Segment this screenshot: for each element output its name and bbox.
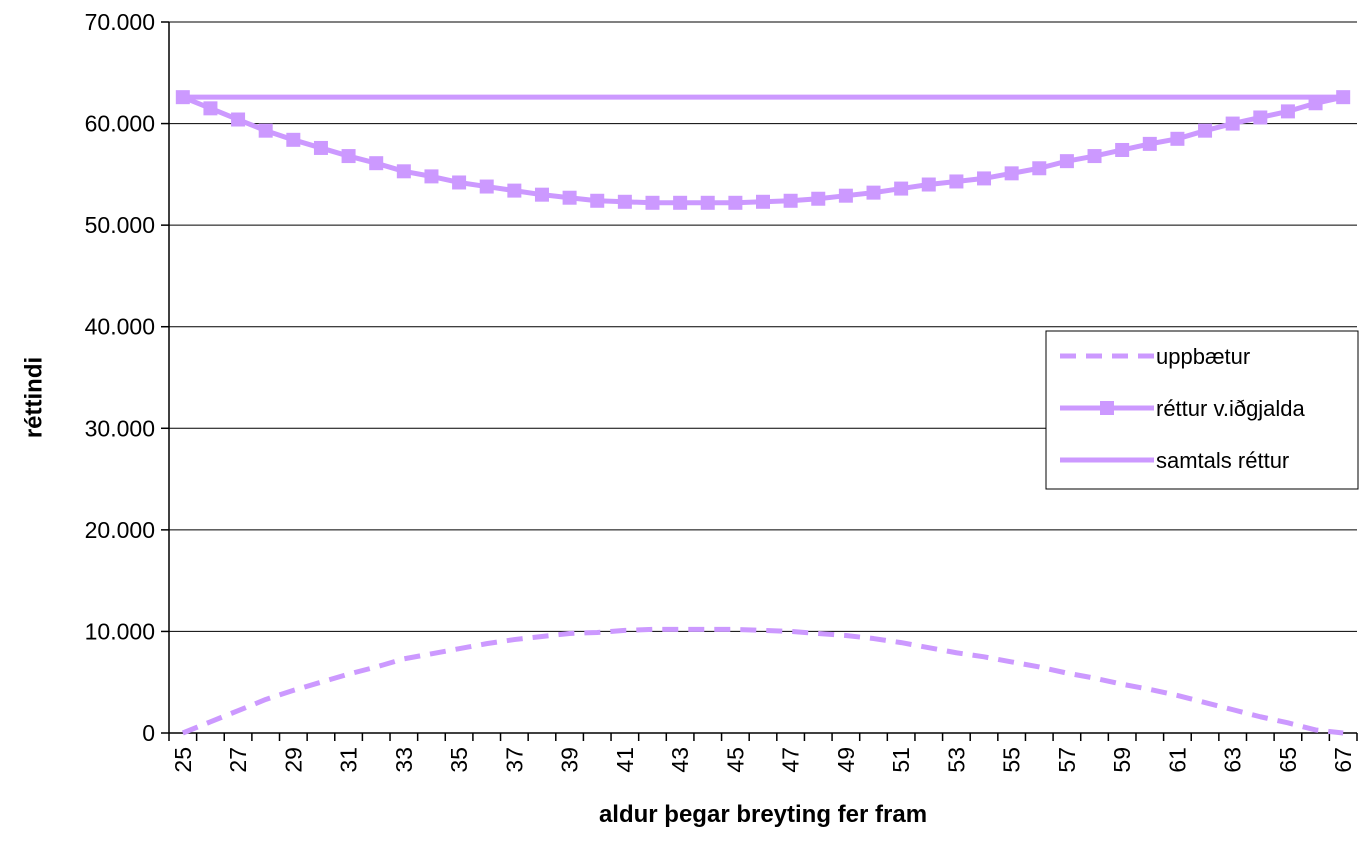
x-tick-label: 45 xyxy=(722,747,748,773)
data-point xyxy=(231,112,246,127)
y-tick-label: 60.000 xyxy=(85,111,155,137)
y-axis-title: réttindi xyxy=(21,357,48,438)
data-point xyxy=(1280,104,1295,119)
x-tick-label: 59 xyxy=(1109,747,1135,773)
data-point xyxy=(894,181,909,196)
x-tick-label: 33 xyxy=(391,747,417,773)
data-point xyxy=(369,156,384,171)
x-tick-label: 43 xyxy=(667,747,693,773)
data-point xyxy=(534,187,549,202)
data-point xyxy=(1087,149,1102,164)
y-tick-label: 40.000 xyxy=(85,314,155,340)
legend-label: réttur v.iðgjalda xyxy=(1156,396,1306,421)
x-tick-label: 29 xyxy=(280,747,306,773)
data-point xyxy=(286,132,301,147)
data-point xyxy=(949,174,964,189)
data-point xyxy=(507,183,522,198)
series-layer xyxy=(175,90,1351,736)
data-point xyxy=(1142,136,1157,151)
data-point xyxy=(1308,96,1323,111)
data-point xyxy=(590,193,605,208)
x-tick-label: 55 xyxy=(999,747,1025,773)
gridlines xyxy=(169,21,1357,632)
x-tick-label: 47 xyxy=(778,747,804,773)
x-tick-label: 51 xyxy=(888,747,914,773)
x-tick-label: 39 xyxy=(557,747,583,773)
x-tick-label: 41 xyxy=(612,747,638,773)
x-axis-title: aldur þegar breyting fer fram xyxy=(599,801,927,828)
y-tick-label: 70.000 xyxy=(85,9,155,35)
legend-item: uppbætur xyxy=(1060,344,1250,369)
data-point xyxy=(396,164,411,179)
data-point xyxy=(921,177,936,192)
x-tick-label: 67 xyxy=(1330,747,1356,773)
data-point xyxy=(977,171,992,186)
data-point xyxy=(1004,166,1019,181)
data-point xyxy=(1225,116,1240,131)
x-tick-label: 27 xyxy=(225,747,251,773)
data-point xyxy=(1336,90,1351,105)
data-point xyxy=(700,195,715,210)
x-tick-label: 37 xyxy=(501,747,527,773)
data-point xyxy=(203,101,218,116)
data-point xyxy=(1032,161,1047,176)
x-tick-label: 35 xyxy=(446,747,472,773)
data-point xyxy=(1115,142,1130,157)
data-point xyxy=(562,190,577,205)
data-point xyxy=(617,194,632,209)
data-point xyxy=(783,193,798,208)
series-line xyxy=(181,94,1344,206)
data-point xyxy=(838,188,853,203)
x-tick-label: 25 xyxy=(170,747,196,773)
y-axis-ticks: 0 10.000 20.000 30.000 40.000 50.000 60.000 70.… xyxy=(85,9,169,746)
data-point xyxy=(673,195,688,210)
y-tick-label: 30.000 xyxy=(85,415,155,441)
y-tick-label: 50.000 xyxy=(85,212,155,238)
y-tick-label: 10.000 xyxy=(85,618,155,644)
x-tick-label: 65 xyxy=(1275,747,1301,773)
series-0 xyxy=(181,626,1344,736)
legend: uppbætur réttur v.iðgjalda samtals réttur xyxy=(1045,330,1359,490)
data-point xyxy=(452,175,467,190)
data-point xyxy=(728,195,743,210)
x-tick-label: 57 xyxy=(1054,747,1080,773)
data-point xyxy=(424,169,439,184)
data-point xyxy=(479,179,494,194)
y-tick-label: 0 xyxy=(142,720,155,746)
data-point xyxy=(175,90,190,105)
x-axis-ticks: 25 27 29 31 33 35 37 39 41 43 45 47 49 51 53 55 57 59 61 63… xyxy=(168,733,1358,773)
legend-label: uppbætur xyxy=(1156,344,1250,369)
y-tick-label: 20.000 xyxy=(85,517,155,543)
data-point xyxy=(258,123,273,138)
legend-marker xyxy=(1100,401,1114,415)
x-tick-label: 31 xyxy=(336,747,362,773)
data-point xyxy=(1059,154,1074,169)
data-point xyxy=(341,149,356,164)
x-tick-label: 61 xyxy=(1164,747,1190,773)
data-point xyxy=(1253,110,1268,125)
series-1 xyxy=(175,90,1351,210)
data-point xyxy=(866,185,881,200)
data-point xyxy=(1198,123,1213,138)
data-point xyxy=(811,191,826,206)
x-tick-label: 49 xyxy=(833,747,859,773)
legend-item: samtals réttur xyxy=(1060,448,1289,473)
data-point xyxy=(645,195,660,210)
data-point xyxy=(313,140,328,155)
legend-label: samtals réttur xyxy=(1156,448,1289,473)
x-tick-label: 53 xyxy=(943,747,969,773)
data-point xyxy=(1170,131,1185,146)
series-line xyxy=(181,626,1344,736)
data-point xyxy=(756,194,770,209)
legend-item: réttur v.iðgjalda xyxy=(1060,396,1306,421)
x-tick-label: 63 xyxy=(1220,747,1246,773)
